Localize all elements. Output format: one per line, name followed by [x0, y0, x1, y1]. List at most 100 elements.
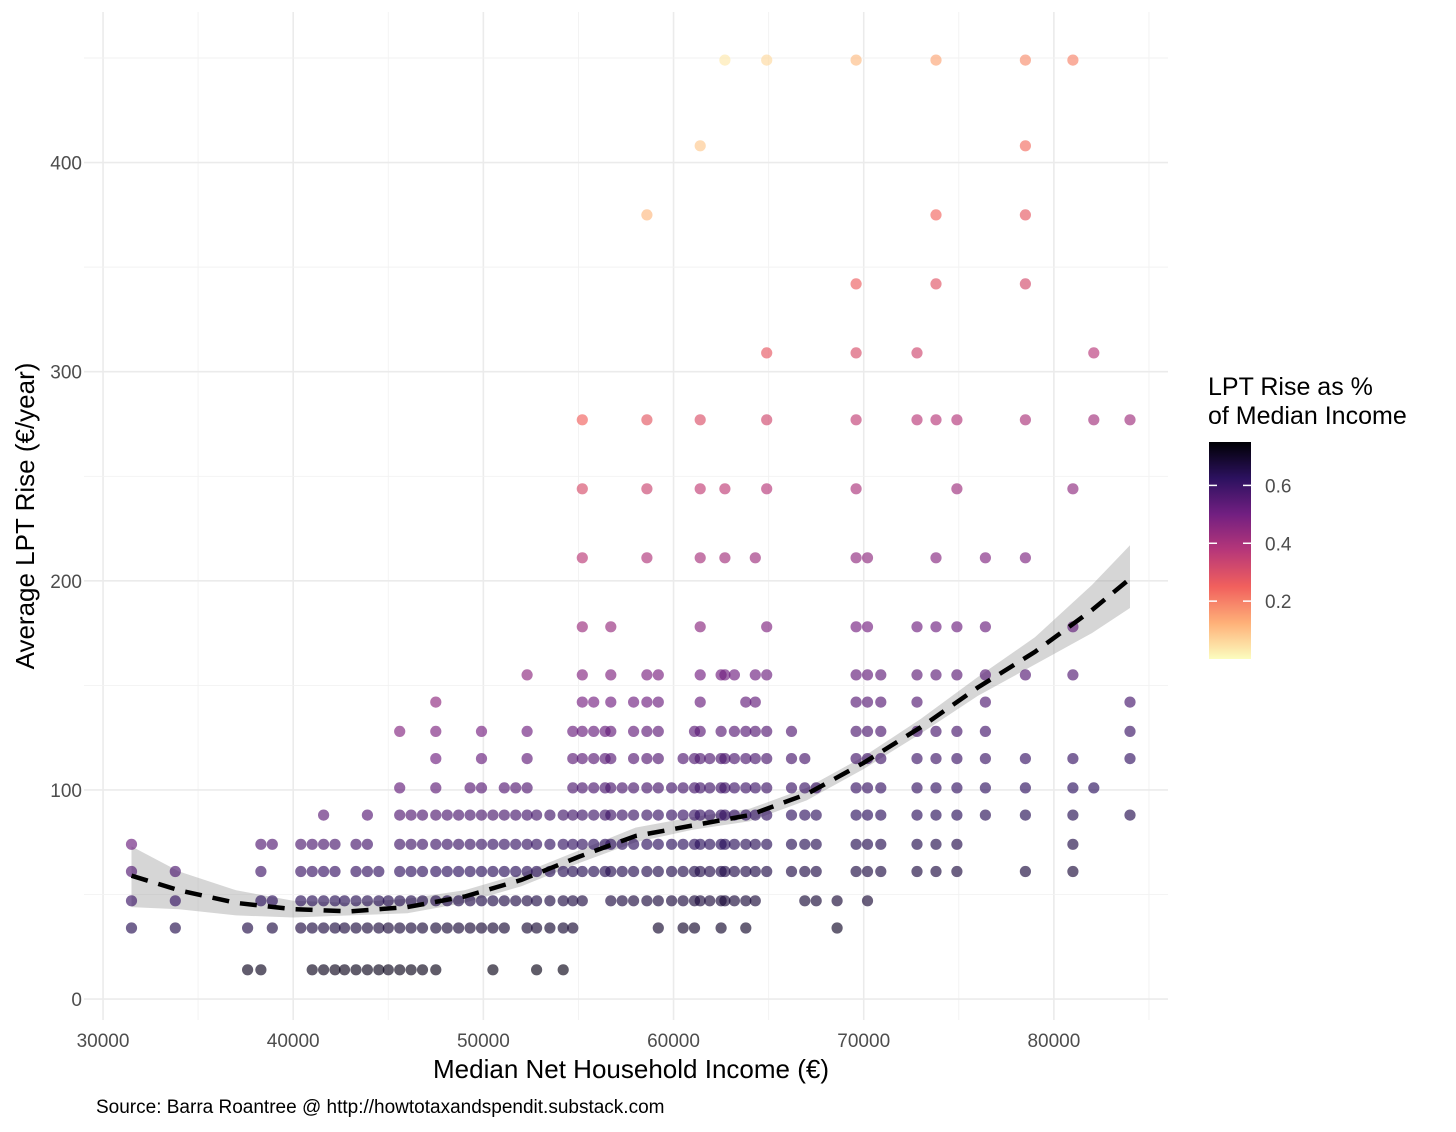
data-point	[749, 725, 761, 738]
data-point	[329, 922, 341, 934]
data-point	[329, 838, 341, 850]
data-point	[329, 964, 341, 976]
data-point	[694, 621, 706, 633]
data-point	[1067, 838, 1079, 850]
data-point	[715, 725, 727, 738]
data-point	[295, 895, 307, 907]
data-point	[652, 895, 664, 907]
data-point	[652, 809, 664, 821]
data-point	[405, 865, 417, 878]
data-point	[641, 809, 653, 821]
data-point	[521, 753, 533, 765]
y-axis-ticks: 0 100 200 300 400	[50, 154, 82, 1012]
data-point	[295, 865, 307, 878]
data-point	[475, 895, 488, 907]
grid	[84, 12, 1168, 1020]
data-point	[694, 696, 706, 708]
data-point	[652, 669, 664, 681]
data-point	[382, 964, 394, 976]
data-point	[318, 865, 330, 878]
data-point	[694, 140, 706, 152]
data-point	[799, 782, 811, 794]
data-point	[605, 621, 617, 633]
data-point	[694, 809, 706, 821]
data-point	[694, 483, 706, 495]
data-point	[728, 782, 741, 794]
data-point	[628, 696, 640, 708]
data-point	[677, 865, 689, 878]
data-point	[318, 809, 330, 821]
source-caption: Source: Barra Roantree @ http://howtotax…	[96, 1097, 664, 1118]
data-point	[266, 922, 278, 934]
data-point	[694, 865, 706, 878]
data-point	[588, 838, 600, 850]
data-point	[416, 809, 429, 821]
data-point	[652, 782, 664, 794]
data-point	[951, 725, 963, 738]
data-point	[704, 838, 716, 850]
data-point	[169, 922, 181, 934]
data-point	[785, 725, 798, 738]
data-point	[951, 669, 963, 681]
data-point	[338, 922, 351, 934]
data-point	[567, 865, 579, 878]
color-legend: LPT Rise as % of Median Income 0.2 0.4 0.6	[1208, 373, 1407, 659]
data-point	[405, 964, 417, 976]
data-point	[810, 809, 822, 821]
data-point	[761, 54, 773, 66]
x-tick-label: 40000	[267, 1031, 320, 1052]
smooth-fit-line	[130, 576, 1132, 914]
data-point	[498, 865, 510, 878]
data-point	[567, 895, 579, 907]
data-point	[911, 865, 923, 878]
legend-title-line1: LPT Rise as %	[1208, 373, 1373, 401]
data-point	[831, 922, 843, 934]
data-point	[576, 621, 588, 633]
data-point	[521, 809, 533, 821]
data-point	[979, 621, 992, 633]
data-point	[605, 809, 617, 821]
data-point	[740, 838, 752, 850]
data-point	[930, 753, 942, 765]
data-point	[666, 838, 678, 850]
data-point	[531, 922, 543, 934]
data-point	[761, 809, 773, 821]
data-point	[576, 669, 588, 681]
data-point	[979, 725, 992, 738]
data-point	[557, 964, 569, 976]
data-point	[704, 753, 716, 765]
data-point	[785, 753, 798, 765]
data-point	[382, 895, 394, 907]
data-point	[1019, 414, 1031, 426]
data-point	[125, 895, 138, 907]
data-point	[875, 865, 887, 878]
data-point	[652, 696, 664, 708]
data-point	[557, 895, 569, 907]
data-point	[318, 838, 330, 850]
data-point	[510, 838, 522, 850]
y-axis-title: Average LPT Rise (€/year)	[10, 363, 40, 670]
x-tick-label: 70000	[837, 1031, 890, 1052]
data-point	[588, 809, 600, 821]
data-point	[641, 483, 653, 495]
data-point	[930, 782, 942, 794]
data-point	[266, 838, 278, 850]
data-point	[740, 922, 752, 934]
data-point	[544, 922, 556, 934]
data-point	[350, 865, 362, 878]
data-point	[704, 782, 716, 794]
data-point	[641, 782, 653, 794]
data-point	[719, 54, 731, 66]
data-point	[799, 753, 811, 765]
data-point	[719, 669, 731, 681]
data-point	[441, 922, 453, 934]
data-point	[576, 483, 588, 495]
data-point	[1067, 54, 1079, 66]
data-point	[930, 669, 942, 681]
data-point	[567, 922, 579, 934]
data-point	[740, 865, 752, 878]
data-point	[318, 922, 330, 934]
data-point	[567, 782, 579, 794]
data-point	[338, 895, 351, 907]
data-point	[719, 895, 731, 907]
